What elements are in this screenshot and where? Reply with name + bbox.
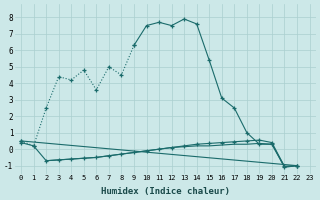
X-axis label: Humidex (Indice chaleur): Humidex (Indice chaleur) <box>101 187 230 196</box>
